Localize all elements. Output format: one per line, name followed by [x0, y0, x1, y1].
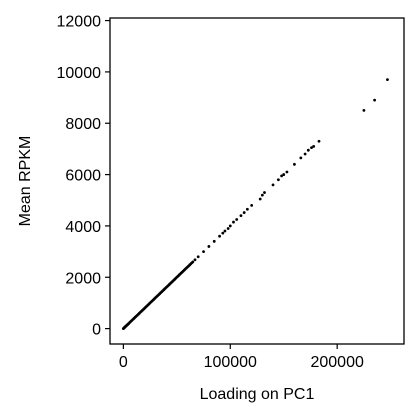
- data-point: [232, 220, 235, 224]
- data-point: [271, 183, 275, 187]
- data-point: [245, 207, 249, 211]
- data-point: [312, 144, 316, 148]
- y-tick-label: 8000: [65, 116, 101, 133]
- data-point: [207, 245, 211, 248]
- data-point: [226, 227, 230, 230]
- data-point: [293, 162, 296, 166]
- y-tick-label: 2000: [65, 270, 101, 287]
- data-point: [373, 98, 376, 102]
- y-axis-label: Mean RPKM: [17, 136, 34, 227]
- data-point: [260, 193, 264, 197]
- data-point: [285, 170, 289, 174]
- data-point: [218, 234, 221, 238]
- data-point: [299, 156, 303, 160]
- data-point: [386, 78, 389, 82]
- x-axis-ticks: 0 100000 200000: [119, 344, 364, 371]
- data-point: [242, 211, 246, 214]
- x-tick-label: 200000: [310, 354, 363, 371]
- y-tick-label: 10000: [57, 65, 102, 82]
- data-point: [282, 173, 286, 176]
- data-points: [121, 78, 389, 330]
- data-point: [310, 146, 313, 150]
- y-tick-label: 0: [92, 322, 101, 339]
- x-axis-label: Loading on PC1: [200, 386, 315, 403]
- data-point: [191, 260, 195, 264]
- data-point: [263, 191, 266, 194]
- data-point: [221, 231, 225, 235]
- data-point: [362, 109, 366, 112]
- data-point: [317, 139, 321, 143]
- data-point: [228, 224, 232, 228]
- data-point: [212, 239, 216, 243]
- plot-frame: [109, 17, 405, 345]
- data-point: [276, 178, 280, 182]
- y-tick-label: 4000: [65, 219, 101, 236]
- data-point: [235, 218, 239, 221]
- data-point: [193, 258, 197, 262]
- y-tick-label: 6000: [65, 168, 101, 185]
- data-point: [202, 250, 205, 253]
- y-tick-label: 12000: [57, 14, 102, 31]
- y-axis-ticks: 0 2000 4000 6000 8000 10000 12000: [57, 14, 110, 339]
- data-point: [239, 214, 243, 218]
- data-point: [250, 203, 254, 207]
- data-point: [196, 255, 200, 259]
- data-point: [280, 174, 283, 178]
- x-tick-label: 0: [119, 354, 128, 371]
- data-point: [258, 197, 262, 201]
- data-point: [223, 229, 227, 233]
- data-point: [303, 152, 307, 156]
- data-point: [306, 148, 310, 152]
- x-tick-label: 100000: [204, 354, 257, 371]
